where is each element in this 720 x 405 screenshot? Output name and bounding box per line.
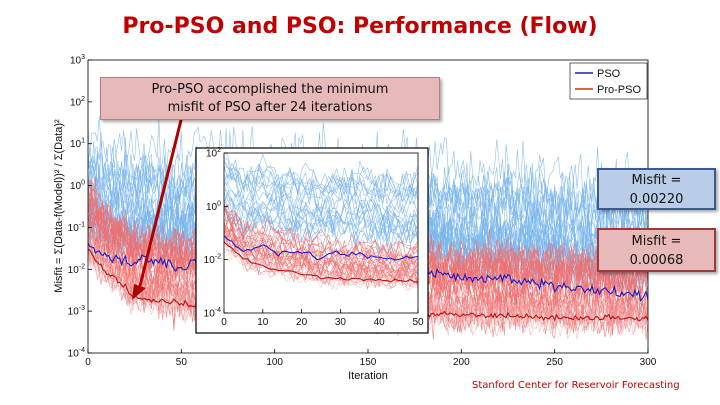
- propso-best-line: [224, 241, 418, 283]
- x-tick-label: 0: [221, 317, 227, 328]
- callout-pso-misfit: Misfit = 0.00220: [597, 168, 716, 210]
- x-axis-label: Iteration: [348, 370, 388, 382]
- callout-iterations-note: Pro-PSO accomplished the minimum misfit …: [100, 77, 440, 120]
- legend-pso-label: PSO: [597, 68, 621, 80]
- inset-frame: [223, 152, 419, 314]
- pso-particle-trace: [224, 190, 418, 235]
- pso-particle-trace: [224, 162, 418, 200]
- propso-particle-trace: [224, 203, 418, 267]
- x-tick-label: 40: [374, 317, 386, 328]
- y-tick-label: 10-4: [204, 307, 221, 320]
- y-axis-label: Misfit = Σ(Data-f(Model))² / Σ(Data)²: [53, 119, 65, 293]
- y-tick-label: 102: [70, 96, 85, 109]
- callout-line: Misfit =: [631, 173, 682, 188]
- x-tick-label: 0: [85, 357, 91, 368]
- pso-particle-trace: [224, 205, 418, 255]
- propso-particle-trace: [224, 241, 418, 290]
- pso-particle-trace: [225, 153, 418, 198]
- propso-particle-trace: [224, 203, 418, 264]
- inset-traces: [224, 153, 418, 292]
- propso-particle-trace: [224, 236, 418, 284]
- legend-propso-label: Pro-PSO: [597, 84, 641, 96]
- y-tick-label: 10-2: [204, 254, 221, 267]
- y-tick-label: 101: [70, 138, 85, 151]
- x-tick-label: 10: [257, 317, 269, 328]
- callout-line: 0.00068: [629, 253, 684, 268]
- x-tick-label: 200: [453, 357, 470, 368]
- x-tick-label: 50: [176, 357, 188, 368]
- pso-particle-trace: [224, 189, 418, 229]
- y-tick-label: 100: [70, 180, 85, 193]
- pso-particle-trace: [224, 204, 418, 245]
- x-tick-label: 250: [546, 357, 563, 368]
- callout-propso-misfit: Misfit = 0.00068: [597, 228, 716, 272]
- propso-particle-trace: [224, 222, 418, 286]
- pso-particle-trace: [224, 199, 418, 242]
- callout-line: misfit of PSO after 24 iterations: [167, 100, 373, 115]
- y-tick-label: 100: [206, 200, 221, 213]
- x-tick-label: 50: [412, 317, 424, 328]
- y-tick-label: 10-2: [68, 263, 85, 276]
- pso-particle-trace: [224, 197, 418, 250]
- y-tick-label: 10-1: [68, 221, 85, 234]
- callout-line: Pro-PSO accomplished the minimum: [151, 82, 389, 97]
- slide-title: Pro-PSO and PSO: Performance (Flow): [122, 14, 598, 39]
- pso-best-line: [224, 235, 418, 261]
- callout-line: 0.00220: [629, 192, 684, 207]
- pso-particle-trace: [224, 167, 418, 212]
- x-tick-label: 300: [640, 357, 657, 368]
- x-tick-label: 20: [296, 317, 308, 328]
- y-tick-label: 102: [206, 147, 221, 160]
- arrow-shaft: [137, 111, 185, 291]
- callout-line: Misfit =: [631, 234, 682, 249]
- arrow-head: [132, 284, 146, 300]
- propso-particle-trace: [224, 249, 418, 292]
- pso-particle-trace: [224, 162, 418, 219]
- propso-particle-trace: [224, 227, 418, 284]
- propso-particle-trace: [224, 230, 418, 287]
- y-tick-label: 103: [70, 54, 85, 67]
- x-tick-label: 150: [360, 357, 377, 368]
- y-tick-label: 10-4: [68, 347, 85, 360]
- propso-particle-trace: [224, 234, 418, 288]
- x-tick-label: 100: [266, 357, 283, 368]
- pso-particle-trace: [224, 189, 418, 236]
- propso-particle-trace: [224, 229, 418, 268]
- y-tick-label: 10-3: [68, 305, 85, 318]
- legend-box: [569, 62, 648, 100]
- footer-credit: Stanford Center for Reservoir Forecastin…: [472, 380, 680, 391]
- propso-particle-trace: [224, 248, 418, 291]
- x-tick-label: 30: [335, 317, 347, 328]
- propso-particle-trace: [224, 210, 418, 268]
- pso-particle-trace: [224, 159, 418, 210]
- propso-particle-trace: [224, 206, 418, 260]
